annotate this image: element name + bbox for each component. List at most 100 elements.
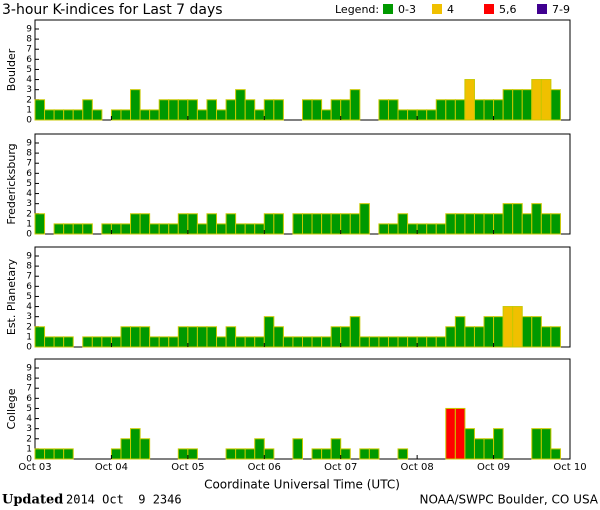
bar — [407, 223, 418, 235]
bar — [158, 99, 170, 121]
bar — [139, 213, 151, 235]
y-tick-label: 0 — [26, 343, 32, 353]
legend-label: 5,6 — [499, 3, 517, 16]
y-tick-label: 7 — [26, 384, 32, 394]
legend-label: 7-9 — [552, 3, 570, 16]
bar — [139, 109, 151, 121]
bar — [321, 213, 332, 235]
bar — [53, 336, 65, 348]
bar — [34, 213, 46, 235]
bar — [445, 213, 456, 235]
panel-label: College — [5, 388, 18, 429]
updated-label: Updated — [2, 493, 63, 508]
bar — [483, 316, 495, 348]
bar — [206, 99, 218, 121]
bar — [187, 213, 198, 235]
bar — [216, 109, 227, 121]
bar — [34, 448, 46, 460]
bar — [426, 109, 437, 121]
bar — [292, 438, 304, 460]
bar — [493, 428, 504, 460]
bar — [473, 326, 485, 348]
y-tick-label: 4 — [26, 189, 32, 199]
bar — [387, 223, 399, 235]
y-tick-label: 8 — [26, 262, 32, 272]
bar — [387, 336, 399, 348]
bar — [216, 223, 227, 235]
bar — [196, 326, 208, 348]
bar — [464, 326, 475, 348]
legend-swatch — [537, 4, 547, 14]
y-tick-label: 1 — [26, 444, 32, 454]
bar — [359, 336, 370, 348]
bar — [82, 99, 93, 121]
bar — [34, 99, 46, 121]
bar — [540, 326, 552, 348]
bar — [330, 213, 342, 235]
x-tick-label: Oct 04 — [95, 462, 128, 473]
bar — [44, 336, 55, 348]
bar — [101, 336, 112, 348]
bar — [130, 428, 141, 460]
bar — [254, 223, 265, 235]
bar — [454, 407, 466, 460]
bar — [235, 223, 246, 235]
bar — [302, 336, 313, 348]
bar — [63, 223, 74, 235]
bar — [120, 326, 132, 348]
bar — [445, 99, 456, 121]
bar — [302, 213, 313, 235]
bar — [330, 438, 342, 460]
bar — [330, 99, 342, 121]
bar — [531, 203, 542, 235]
bar — [244, 99, 256, 121]
y-tick-label: 5 — [26, 179, 32, 189]
panel-label: Fredericksburg — [5, 143, 18, 224]
panel-label: Est. Planetary — [5, 258, 18, 335]
bar — [445, 326, 456, 348]
bar — [254, 438, 265, 460]
bar — [177, 99, 189, 121]
x-tick-label: Oct 06 — [248, 462, 281, 473]
y-tick-label: 4 — [26, 414, 32, 424]
bar — [244, 448, 256, 460]
y-tick-label: 5 — [26, 404, 32, 414]
y-tick-label: 3 — [26, 424, 32, 434]
bar — [512, 89, 523, 121]
bar — [196, 109, 208, 121]
y-tick-label: 9 — [26, 139, 32, 149]
bar — [340, 448, 351, 460]
bar — [44, 448, 55, 460]
bar — [292, 336, 304, 348]
bar — [244, 223, 256, 235]
y-tick-label: 1 — [26, 219, 32, 229]
bar — [521, 213, 533, 235]
bar — [225, 326, 237, 348]
bar — [521, 316, 533, 348]
x-tick-label: Oct 05 — [171, 462, 204, 473]
bar — [130, 89, 141, 121]
bar — [483, 213, 495, 235]
y-tick-label: 3 — [26, 199, 32, 209]
y-tick-label: 3 — [26, 312, 32, 322]
bar — [378, 99, 389, 121]
bar — [263, 99, 275, 121]
bar — [330, 326, 342, 348]
bar — [158, 223, 170, 235]
legend-title: Legend: — [335, 3, 379, 16]
x-tick-label: Oct 03 — [18, 462, 51, 473]
bar — [340, 213, 351, 235]
bar — [473, 438, 485, 460]
bar — [120, 438, 132, 460]
bar — [531, 316, 542, 348]
bar — [292, 213, 304, 235]
x-axis-label: Coordinate Universal Time (UTC) — [204, 478, 400, 492]
bar — [464, 213, 475, 235]
bar — [110, 448, 122, 460]
bar — [349, 213, 361, 235]
y-tick-label: 2 — [26, 322, 32, 332]
bar — [216, 336, 227, 348]
bar — [225, 99, 237, 121]
chart-title: 3-hour K-indices for Last 7 days — [2, 2, 223, 18]
bar — [82, 223, 93, 235]
